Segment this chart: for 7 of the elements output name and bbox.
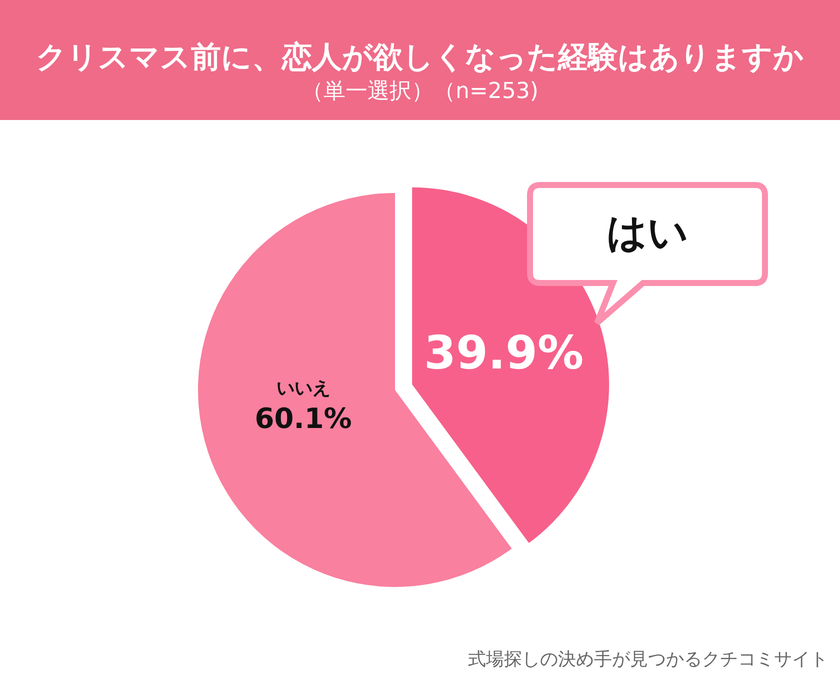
chart-title: クリスマス前に、恋人が欲しくなった経験はありますか xyxy=(36,40,804,75)
text: 式場探しの決め手が見つかるクチコミサイト xyxy=(468,649,828,670)
data-label: 60.1% xyxy=(254,402,352,436)
slice-label: はい xyxy=(606,210,688,256)
slice-label: いいえ xyxy=(276,378,330,400)
chart-subtitle: （単一選択）（n=253) xyxy=(302,79,538,104)
data-label: 39.9% xyxy=(424,325,584,380)
